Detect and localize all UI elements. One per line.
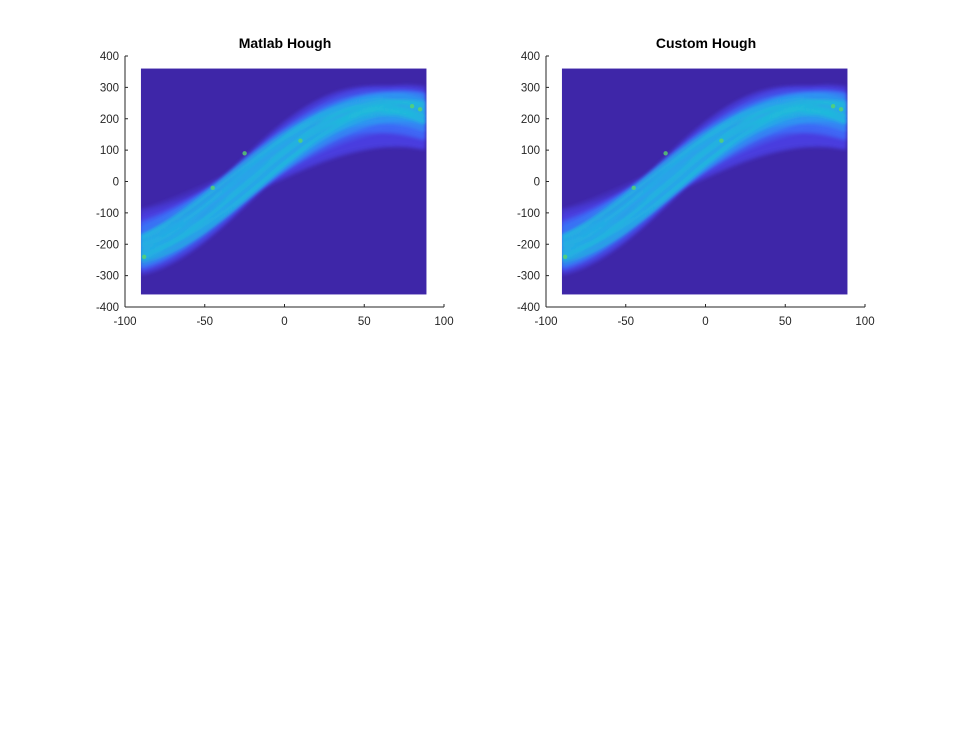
x-tick-label: 0 (281, 316, 287, 328)
accumulator-peak (298, 138, 303, 143)
band-layer (140, 98, 426, 264)
x-tick-label: -100 (534, 316, 557, 328)
y-tick-label: 400 (521, 51, 540, 63)
y-tick-label: -200 (517, 239, 540, 251)
hough-band (561, 84, 848, 276)
x-tick-label: 50 (358, 316, 371, 328)
x-tick-label: 100 (855, 316, 874, 328)
hough-band (140, 84, 427, 276)
y-tick-label: -400 (517, 302, 540, 314)
y-tick-label: 100 (521, 145, 540, 157)
x-tick-label: -50 (196, 316, 213, 328)
y-tick-label: 0 (534, 177, 540, 189)
y-tick-label: -400 (96, 302, 119, 314)
y-tick-label: -200 (96, 239, 119, 251)
hough-curve (140, 103, 426, 243)
accumulator-peak (409, 104, 415, 109)
y-tick-label: 0 (113, 177, 119, 189)
accumulator-peak (663, 151, 668, 156)
hough-curve (561, 109, 847, 238)
accumulator-peak (631, 185, 636, 190)
y-tick-label: -100 (96, 208, 119, 220)
accumulator-peak (141, 254, 147, 259)
x-tick-label: 50 (779, 316, 792, 328)
hough-curve (561, 99, 847, 261)
y-tick-label: -300 (96, 271, 119, 283)
x-tick-label: -50 (617, 316, 634, 328)
y-tick-label: -300 (517, 271, 540, 283)
accumulator-peak (830, 104, 836, 109)
y-tick-label: 300 (100, 82, 119, 94)
y-tick-label: 200 (100, 114, 119, 126)
custom-hough-plot: Custom Hough -100 -50 0 50 100 400 300 200 100 0 -… (517, 35, 875, 328)
hough-curve (140, 99, 426, 261)
accumulator-peak (242, 151, 247, 156)
hough-curve (140, 109, 426, 238)
plot-title: Matlab Hough (239, 35, 332, 51)
y-tick-label: 400 (100, 51, 119, 63)
y-tick-label: -100 (517, 208, 540, 220)
accumulator-peak (838, 107, 844, 112)
y-tick-label: 200 (521, 114, 540, 126)
plot-title: Custom Hough (656, 35, 756, 51)
accumulator-peak (417, 107, 423, 112)
hough-curve (561, 103, 847, 243)
matlab-hough-plot: Matlab Hough -100 -50 0 50 100 400 300 200 100 0 -… (96, 35, 454, 328)
accumulator-peak (719, 138, 724, 143)
x-tick-label: 0 (702, 316, 708, 328)
y-tick-label: 300 (521, 82, 540, 94)
y-tick-label: 100 (100, 145, 119, 157)
x-tick-label: 100 (434, 316, 453, 328)
accumulator-peak (562, 254, 568, 259)
band-layer (561, 98, 847, 264)
accumulator-peak (210, 185, 215, 190)
x-tick-label: -100 (113, 316, 136, 328)
